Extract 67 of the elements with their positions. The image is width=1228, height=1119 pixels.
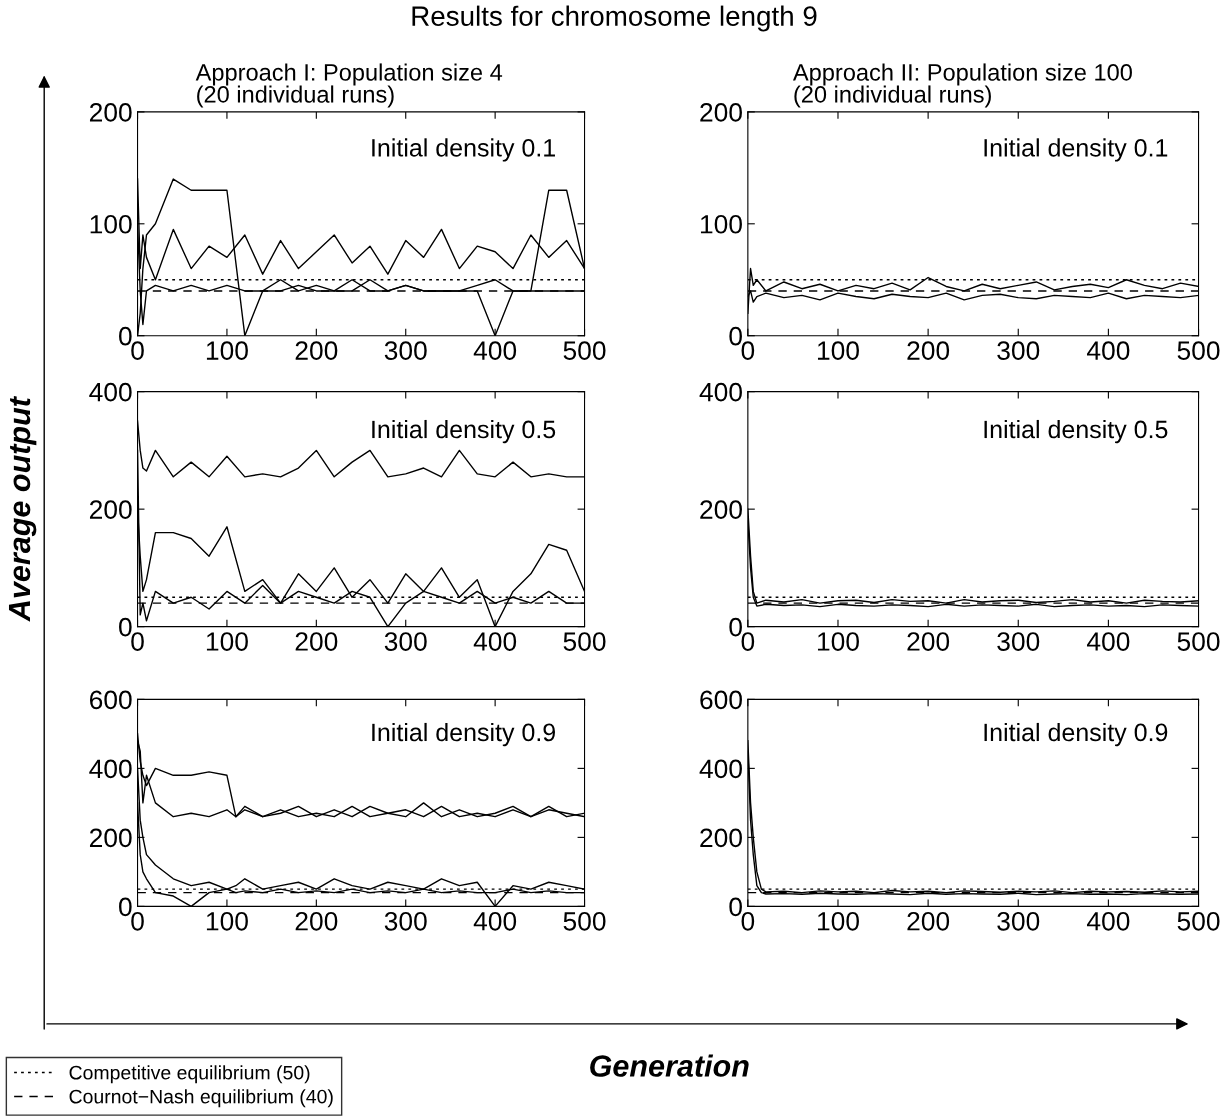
x-tick-label: 200: [907, 341, 950, 360]
legend-label: Cournot−Nash equilibrium (40): [69, 1089, 333, 1108]
y-tick-label: 400: [699, 759, 742, 779]
x-tick-label: 200: [295, 911, 338, 931]
y-tick-label: 0: [729, 897, 742, 917]
x-tick-label: 500: [563, 911, 606, 931]
x-tick-label: 0: [131, 341, 144, 360]
y-tick-label: 0: [729, 617, 742, 637]
x-tick-label: 500: [563, 632, 606, 651]
x-tick-label: 300: [384, 632, 427, 651]
x-tick-label: 500: [1177, 341, 1220, 360]
y-tick-label: 0: [729, 326, 742, 346]
x-tick-label: 400: [473, 632, 517, 651]
x-tick-label: 0: [741, 632, 755, 651]
x-tick-label: 100: [206, 632, 248, 651]
y-tick-label: 200: [700, 103, 742, 122]
y-tick-label: 600: [700, 690, 742, 710]
y-tick-label: 200: [89, 828, 132, 848]
x-tick-label: 300: [384, 911, 427, 931]
x-tick-label: 400: [1086, 341, 1130, 360]
x-tick-label: 500: [563, 341, 606, 360]
y-tick-label: 0: [119, 326, 132, 346]
x-axis-title: Generation: [590, 1054, 749, 1077]
annotation: Initial density 0.9: [984, 722, 1168, 747]
x-tick-label: 300: [997, 911, 1040, 931]
x-tick-label: 100: [817, 632, 859, 651]
x-tick-label: 400: [473, 911, 517, 931]
x-tick-label: 400: [1086, 911, 1130, 931]
y-tick-label: 100: [90, 214, 132, 234]
annotation: Initial density 0.1: [372, 138, 555, 162]
chart-title: Results for chromosome length 9: [412, 5, 817, 32]
y-axis-title: Average output: [8, 396, 37, 622]
y-tick-label: 200: [89, 500, 132, 519]
chart-subtitle: Approach I: Population size 4 (20 individual runs): [195, 63, 503, 108]
x-tick-label: 0: [741, 341, 755, 360]
x-tick-label: 300: [997, 632, 1040, 651]
chart-subtitle: Approach II: Population size 100 (20 individual runs): [792, 63, 1132, 108]
x-tick-label: 100: [817, 341, 859, 360]
x-tick-label: 100: [206, 911, 248, 931]
x-tick-label: 500: [1177, 911, 1220, 931]
annotation: Initial density 0.9: [372, 722, 556, 747]
x-tick-label: 100: [206, 341, 248, 360]
x-tick-label: 400: [473, 341, 517, 360]
y-tick-label: 200: [700, 500, 742, 519]
x-tick-label: 200: [907, 911, 950, 931]
annotation: Initial density 0.5: [984, 419, 1168, 444]
x-tick-label: 300: [997, 341, 1040, 360]
y-tick-label: 0: [119, 617, 132, 637]
x-tick-label: 500: [1177, 632, 1220, 651]
annotation: Initial density 0.5: [372, 419, 556, 444]
x-tick-label: 400: [1086, 632, 1130, 651]
y-tick-label: 100: [700, 214, 742, 234]
x-tick-label: 0: [131, 632, 144, 651]
y-tick-label: 0: [119, 897, 132, 917]
y-tick-label: 400: [699, 382, 742, 402]
x-tick-label: 200: [907, 632, 950, 651]
x-tick-label: 200: [295, 341, 338, 360]
y-tick-label: 400: [89, 382, 132, 402]
annotation: Initial density 0.1: [984, 138, 1168, 162]
legend-label: Competitive equilibrium (50): [69, 1065, 310, 1084]
y-tick-label: 200: [700, 828, 742, 848]
x-tick-label: 300: [384, 341, 427, 360]
y-tick-label: 600: [89, 690, 132, 710]
y-tick-label: 400: [89, 759, 132, 779]
x-tick-label: 100: [817, 911, 859, 931]
x-tick-label: 200: [295, 632, 338, 651]
y-tick-label: 200: [89, 103, 132, 122]
